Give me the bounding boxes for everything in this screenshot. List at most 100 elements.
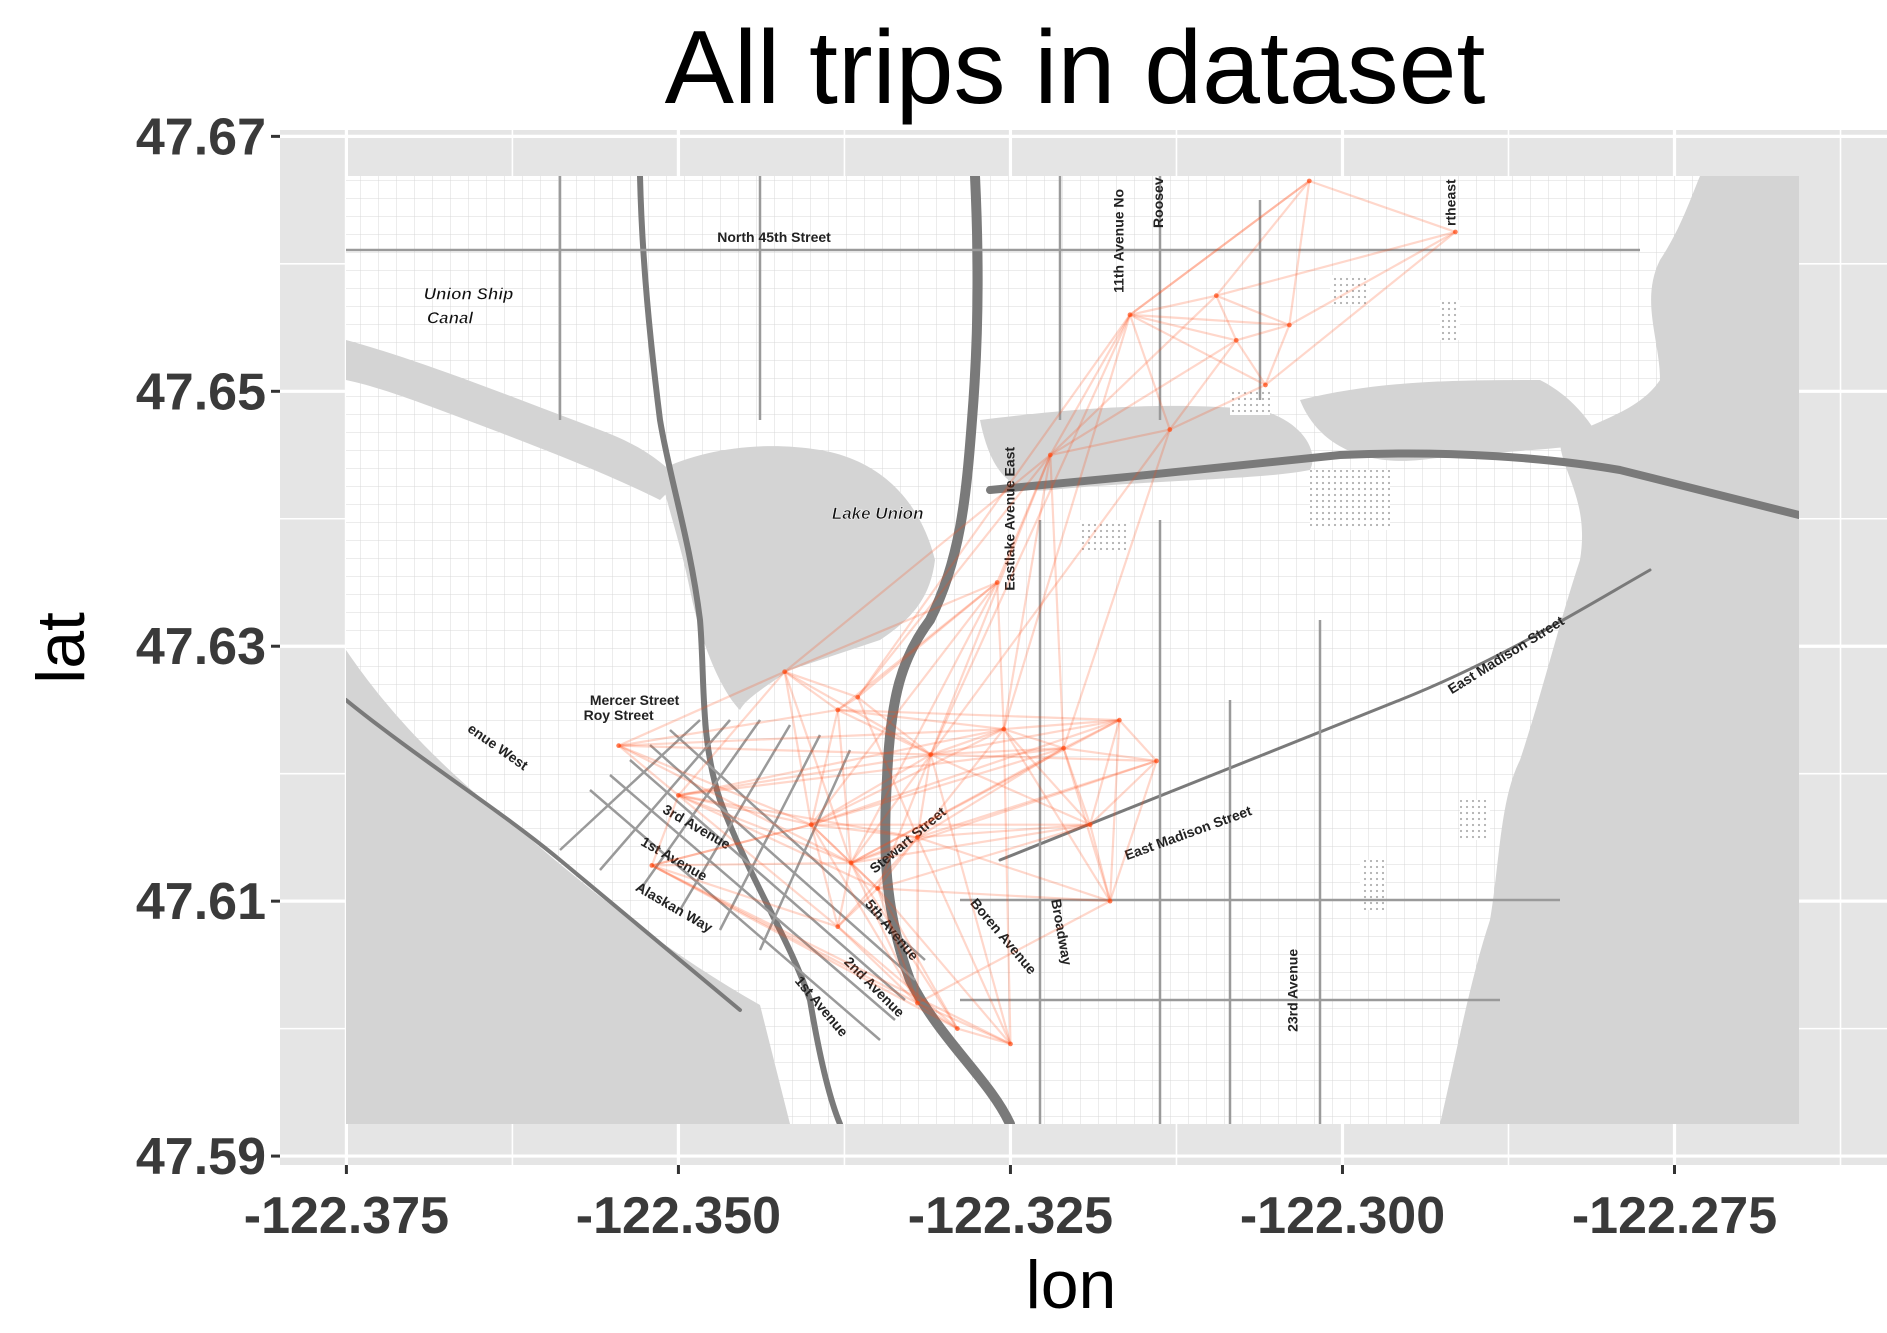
trip-segment-124: [1002, 314, 1132, 730]
x-tick-label-3: -122.300: [1240, 1187, 1445, 1245]
station-point-T: [1008, 1041, 1013, 1047]
station-point-M: [808, 822, 814, 828]
trip-segment-118: [1129, 294, 1217, 316]
trip-segment-41: [930, 719, 1120, 756]
trip-segment-130: [1235, 323, 1290, 342]
trip-segment-68: [850, 759, 1157, 864]
trip-segment-2: [618, 708, 838, 747]
trip-segment-56: [1062, 747, 1092, 826]
trip-segment-121: [1129, 180, 1310, 316]
trip-segment-9: [678, 794, 852, 864]
basemap-park-7: [1460, 800, 1490, 840]
street-label-1: 11th Avenue No: [1110, 189, 1126, 293]
station-point-R: [915, 1000, 920, 1006]
trip-segment-26: [810, 709, 839, 825]
basemap-road-aurora: [637, 176, 843, 1124]
trip-segment-140: [929, 428, 1171, 756]
station-point-B: [676, 792, 681, 798]
trip-segment-20: [783, 671, 853, 864]
trip-segment-87: [876, 836, 919, 890]
y-tick-label-0: 47.59: [136, 1128, 266, 1186]
trip-segment-138: [1169, 383, 1266, 431]
station-point-S: [954, 1026, 960, 1032]
station-point-Z: [1233, 337, 1239, 343]
x-tick-label-2: -122.325: [908, 1187, 1113, 1245]
trip-segment-115: [929, 454, 1052, 755]
trip-segment-92: [836, 836, 919, 928]
trip-segment-72: [877, 823, 1091, 890]
station-point-K: [1154, 758, 1159, 764]
trip-segment-1: [618, 670, 786, 747]
basemap-road-freeway: [880, 176, 1015, 1124]
trip-segment-117: [1049, 454, 1065, 749]
place-label-2: Lake Union: [832, 504, 924, 523]
trip-segment-12: [677, 794, 839, 928]
y-axis-ticks: 47.59 47.61 47.63 47.65 47.67: [136, 108, 280, 1186]
trip-segment-141: [1129, 180, 1310, 316]
basemap-road-elliott: [346, 698, 742, 1012]
trip-segment-53: [1002, 728, 1111, 902]
trip-segment-122: [1129, 313, 1266, 386]
trip-segment-106: [1002, 729, 1012, 1044]
basemap-road-madison: [998, 568, 1652, 862]
trip-segment-0: [617, 744, 680, 797]
chart-title: All trips in dataset: [665, 10, 1486, 126]
trip-segment-39: [876, 754, 932, 889]
station-point-A: [616, 743, 622, 749]
trip-segment-21: [784, 670, 932, 756]
station-point-Q: [835, 924, 841, 930]
trip-segment-55: [1063, 747, 1157, 763]
trip-segment-107: [650, 794, 680, 866]
trip-segment-101: [651, 864, 918, 1005]
trip-segment-86: [651, 861, 852, 867]
trip-segment-30: [857, 581, 998, 699]
trip-segment-116: [1002, 454, 1052, 730]
trip-segment-91: [876, 887, 1012, 1045]
station-point-D: [835, 707, 841, 713]
trip-segment-132: [1168, 339, 1238, 431]
trip-segment-136: [1308, 179, 1456, 234]
trip-segment-123: [1128, 314, 1171, 430]
station-point-C: [782, 669, 788, 675]
basemap-road-520: [986, 449, 1799, 519]
basemap: [346, 176, 1799, 1124]
station-point-H: [1001, 726, 1007, 732]
street-label-5: Mercer Street: [590, 692, 680, 708]
trip-segment-131: [1235, 339, 1267, 386]
trip-segment-80: [651, 823, 812, 867]
trip-segment-49: [1003, 719, 1120, 731]
trip-segment-61: [1118, 719, 1158, 762]
station-point-I: [1061, 745, 1066, 751]
trip-segment-44: [996, 582, 1005, 730]
station-point-AA: [1286, 322, 1292, 328]
trip-segment-63: [810, 719, 1120, 826]
trip-segment-88: [837, 887, 879, 928]
basemap-roads-downtown: [559, 719, 926, 1041]
y-axis-title: lat: [23, 612, 99, 684]
station-point-Y: [1213, 293, 1219, 299]
trip-segment-64: [850, 719, 1120, 864]
place-label-1: Canal: [427, 309, 475, 328]
street-label-6: Roy Street: [584, 707, 654, 723]
trip-segment-79: [810, 824, 919, 1004]
trip-segment-71: [850, 823, 1091, 864]
trip-segment-83: [836, 862, 853, 927]
station-point-E: [855, 694, 861, 700]
trip-segment-48: [1003, 728, 1064, 750]
trip-segment-104: [651, 864, 1011, 1045]
trip-segment-114: [1050, 428, 1171, 457]
trip-segment-11: [678, 794, 918, 839]
trip-segment-15: [678, 747, 1064, 797]
trip-segment-47: [810, 581, 999, 826]
trip-segment-28: [837, 708, 1004, 731]
trip-segment-94: [916, 836, 1012, 1045]
x-tick-label-4: -122.275: [1572, 1187, 1777, 1245]
basemap-park-2: [1310, 470, 1390, 530]
basemap-park-5: [1080, 520, 1130, 550]
basemap-park-4: [1230, 390, 1270, 415]
trip-segment-31: [857, 696, 932, 756]
trip-segment-139: [1062, 429, 1171, 749]
street-label-0: North 45th Street: [717, 229, 831, 245]
station-point-AD: [1263, 382, 1268, 388]
trip-segment-42: [930, 753, 1157, 763]
